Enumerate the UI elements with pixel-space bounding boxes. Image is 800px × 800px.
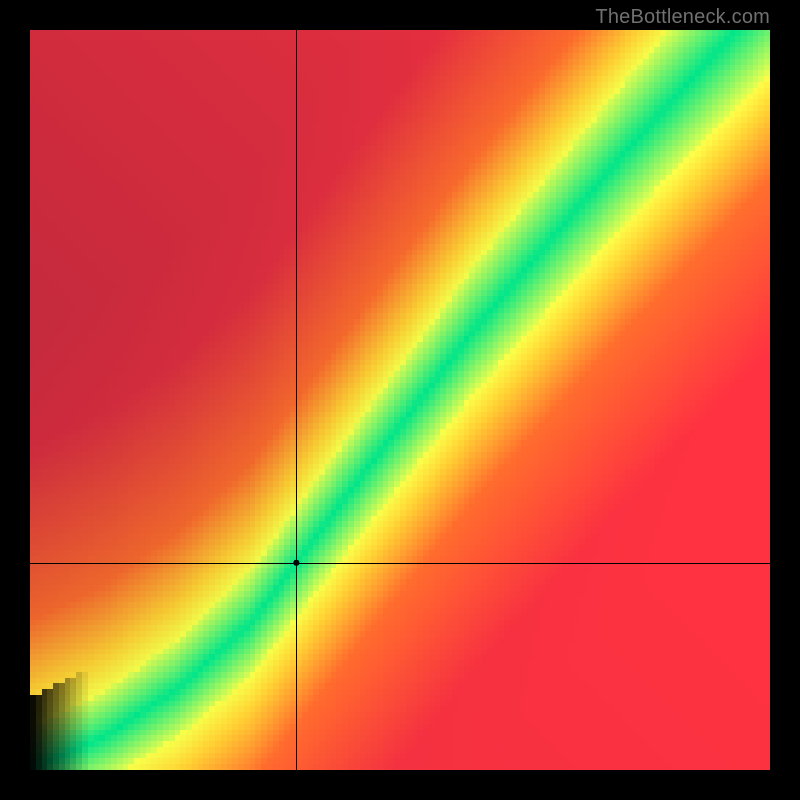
watermark-text: TheBottleneck.com [595, 6, 770, 29]
chart-container: TheBottleneck.com [0, 0, 800, 800]
bottleneck-heatmap [30, 30, 770, 770]
plot-area [30, 30, 770, 770]
